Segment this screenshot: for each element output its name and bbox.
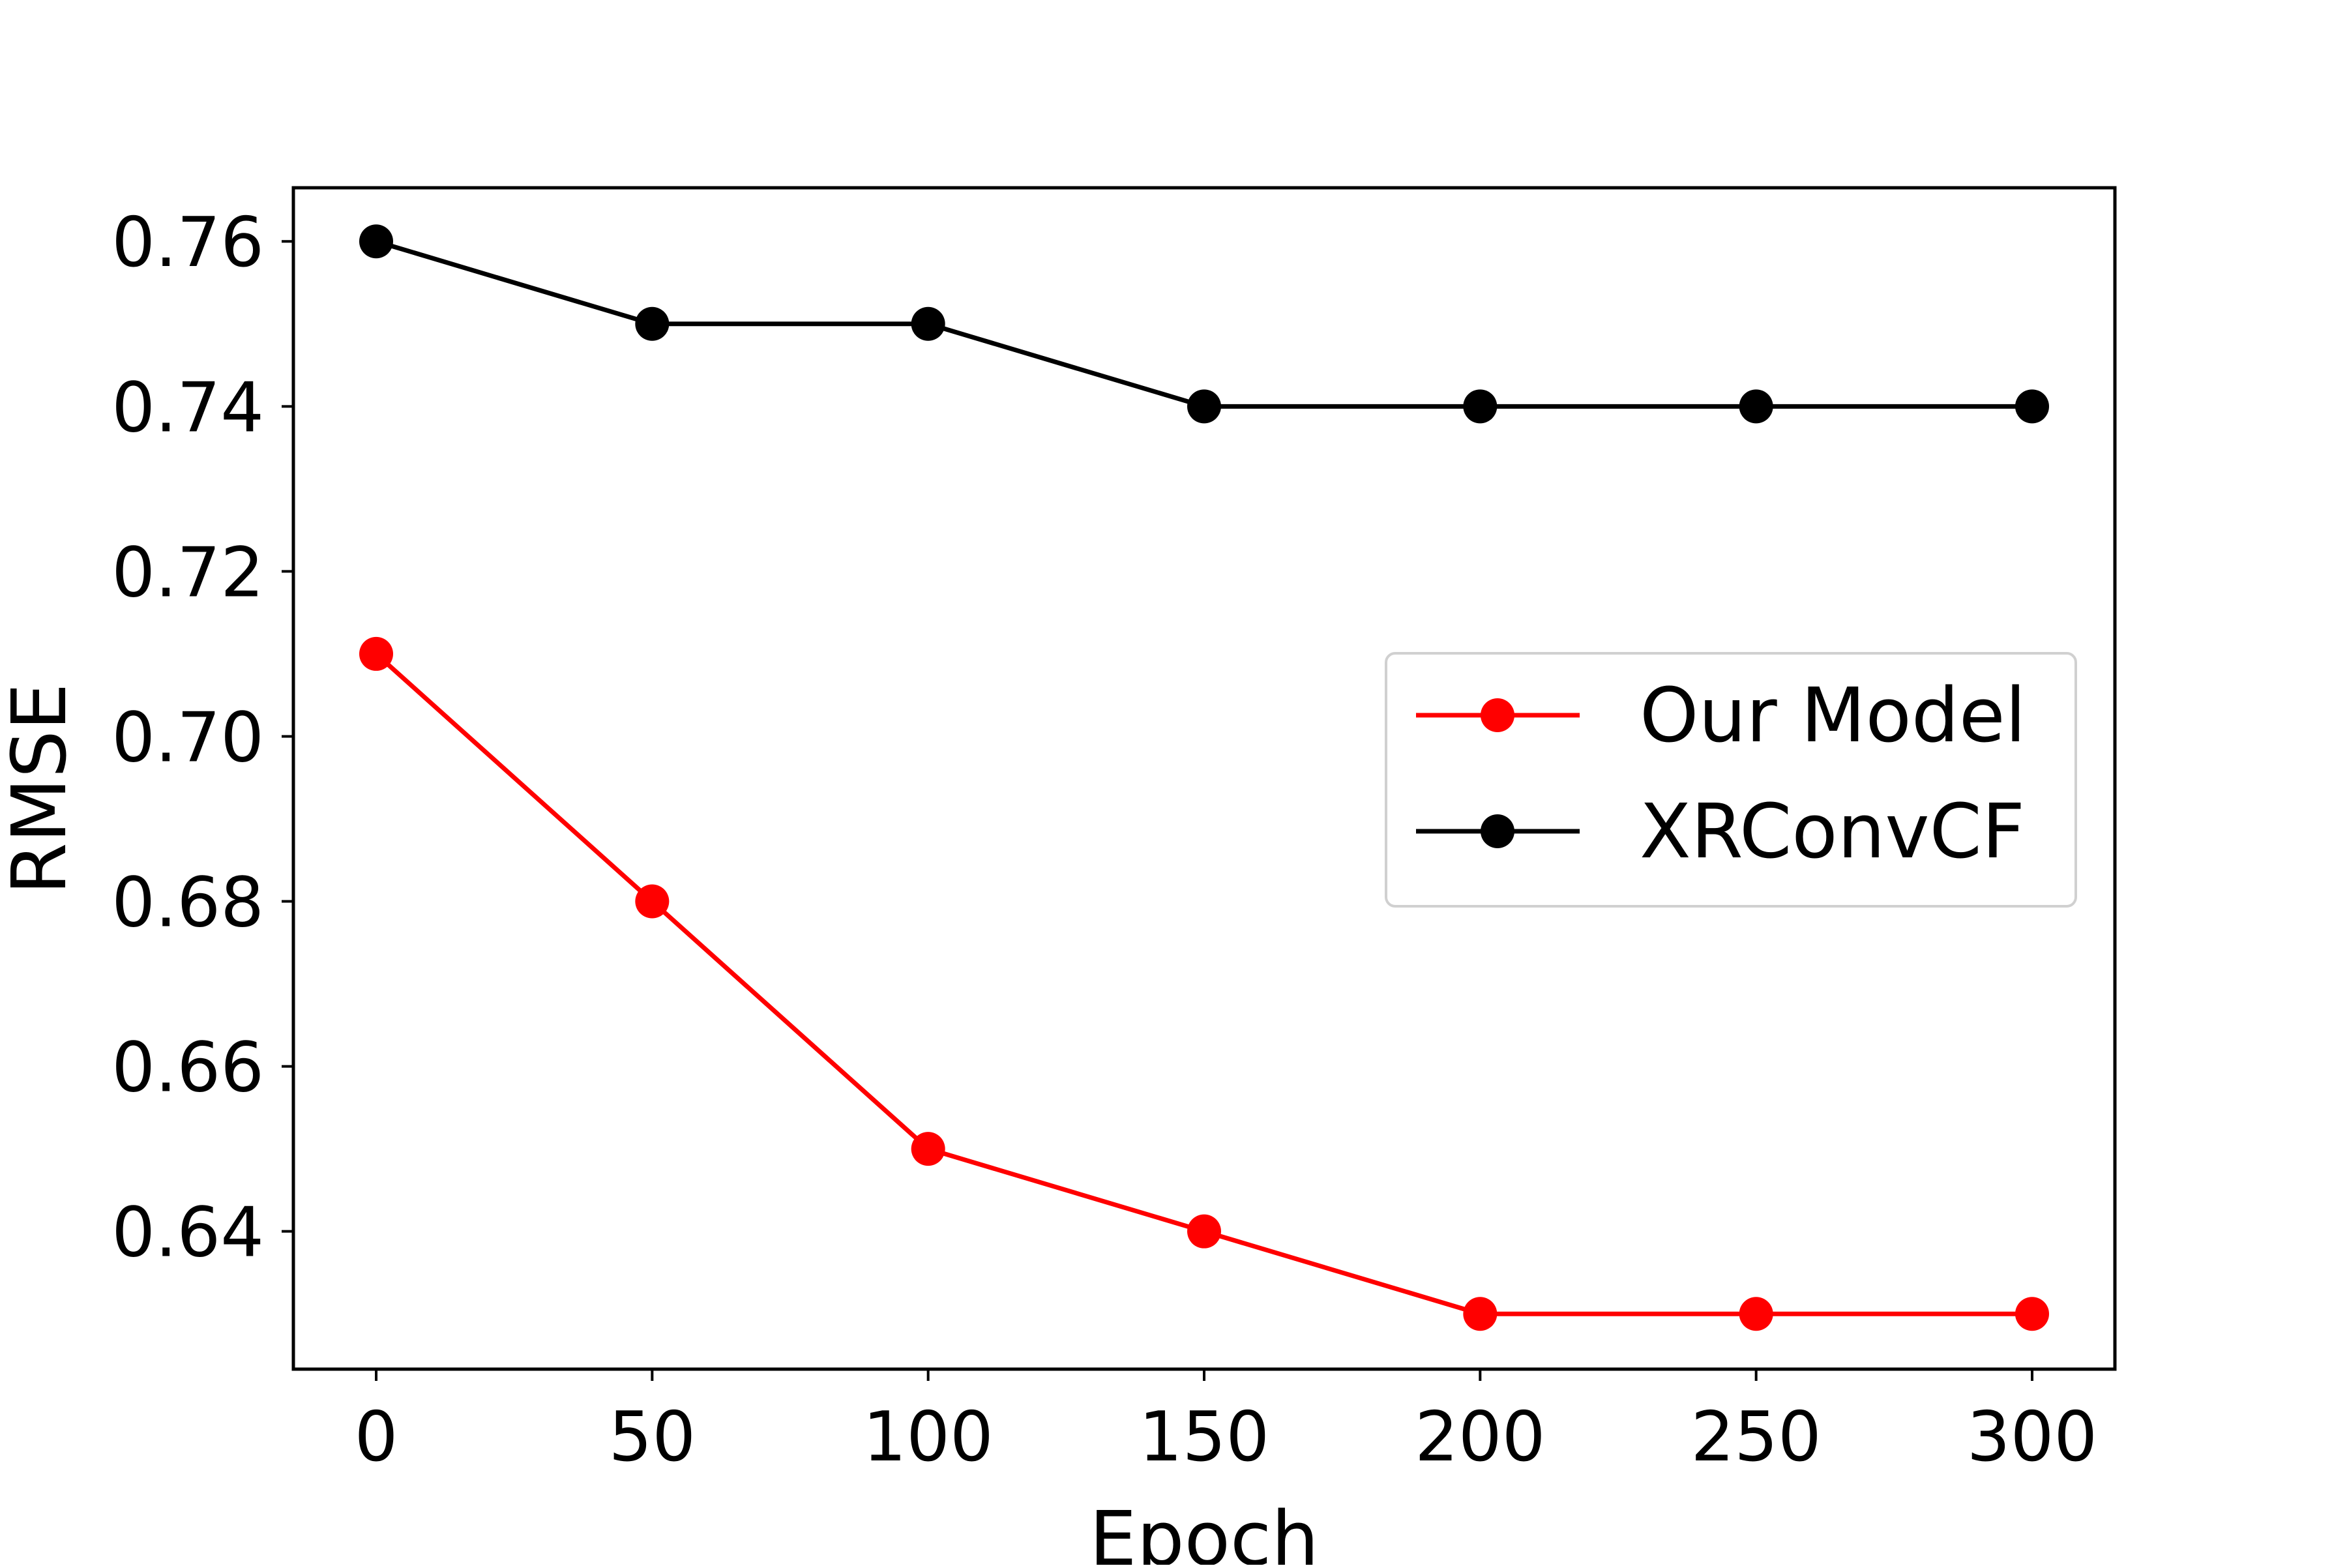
data-point-xrconvcf	[1463, 389, 1498, 424]
legend-marker-xrconvcf	[1481, 814, 1514, 848]
y-axis-ticks: 0.64 0.66 0.68 0.70 0.72 0.74 0.76	[111, 203, 293, 1273]
y-tick-label: 0.66	[111, 1028, 264, 1108]
y-tick-label: 0.68	[111, 863, 264, 943]
x-tick-label: 250	[1690, 1397, 1821, 1477]
data-point-xrconvcf	[359, 224, 393, 259]
y-axis-label: RMSE	[0, 683, 83, 895]
legend-label-our-model: Our Model	[1640, 672, 2026, 760]
data-point-our-model	[1463, 1297, 1498, 1331]
y-tick-label: 0.64	[111, 1193, 264, 1273]
data-point-xrconvcf	[2015, 389, 2049, 424]
x-tick-label: 300	[1967, 1397, 2097, 1477]
x-tick-label: 0	[355, 1397, 398, 1477]
legend-label-xrconvcf: XRConvCF	[1640, 788, 2025, 876]
data-point-our-model	[635, 884, 670, 919]
data-point-our-model	[2015, 1297, 2049, 1331]
y-tick-label: 0.72	[111, 533, 264, 612]
data-point-our-model	[1739, 1297, 1773, 1331]
data-point-xrconvcf	[635, 306, 670, 341]
y-tick-label: 0.74	[111, 368, 264, 447]
y-tick-label: 0.76	[111, 203, 264, 282]
x-axis-ticks: 0 50 100 150 200 250 300	[355, 1369, 2097, 1477]
x-tick-label: 50	[609, 1397, 696, 1477]
legend-marker-our-model	[1481, 698, 1514, 732]
data-point-xrconvcf	[911, 306, 945, 341]
x-tick-label: 150	[1139, 1397, 1269, 1477]
legend: Our Model XRConvCF	[1385, 652, 2077, 908]
data-point-our-model	[911, 1132, 945, 1166]
data-point-our-model	[359, 636, 393, 671]
x-tick-label: 200	[1415, 1397, 1545, 1477]
x-axis-label: Epoch	[1089, 1496, 1319, 1565]
data-point-xrconvcf	[1187, 389, 1221, 424]
data-point-xrconvcf	[1739, 389, 1773, 424]
y-tick-label: 0.70	[111, 698, 264, 777]
plot-markers	[359, 224, 2049, 1331]
data-point-our-model	[1187, 1214, 1221, 1249]
x-tick-label: 100	[863, 1397, 993, 1477]
